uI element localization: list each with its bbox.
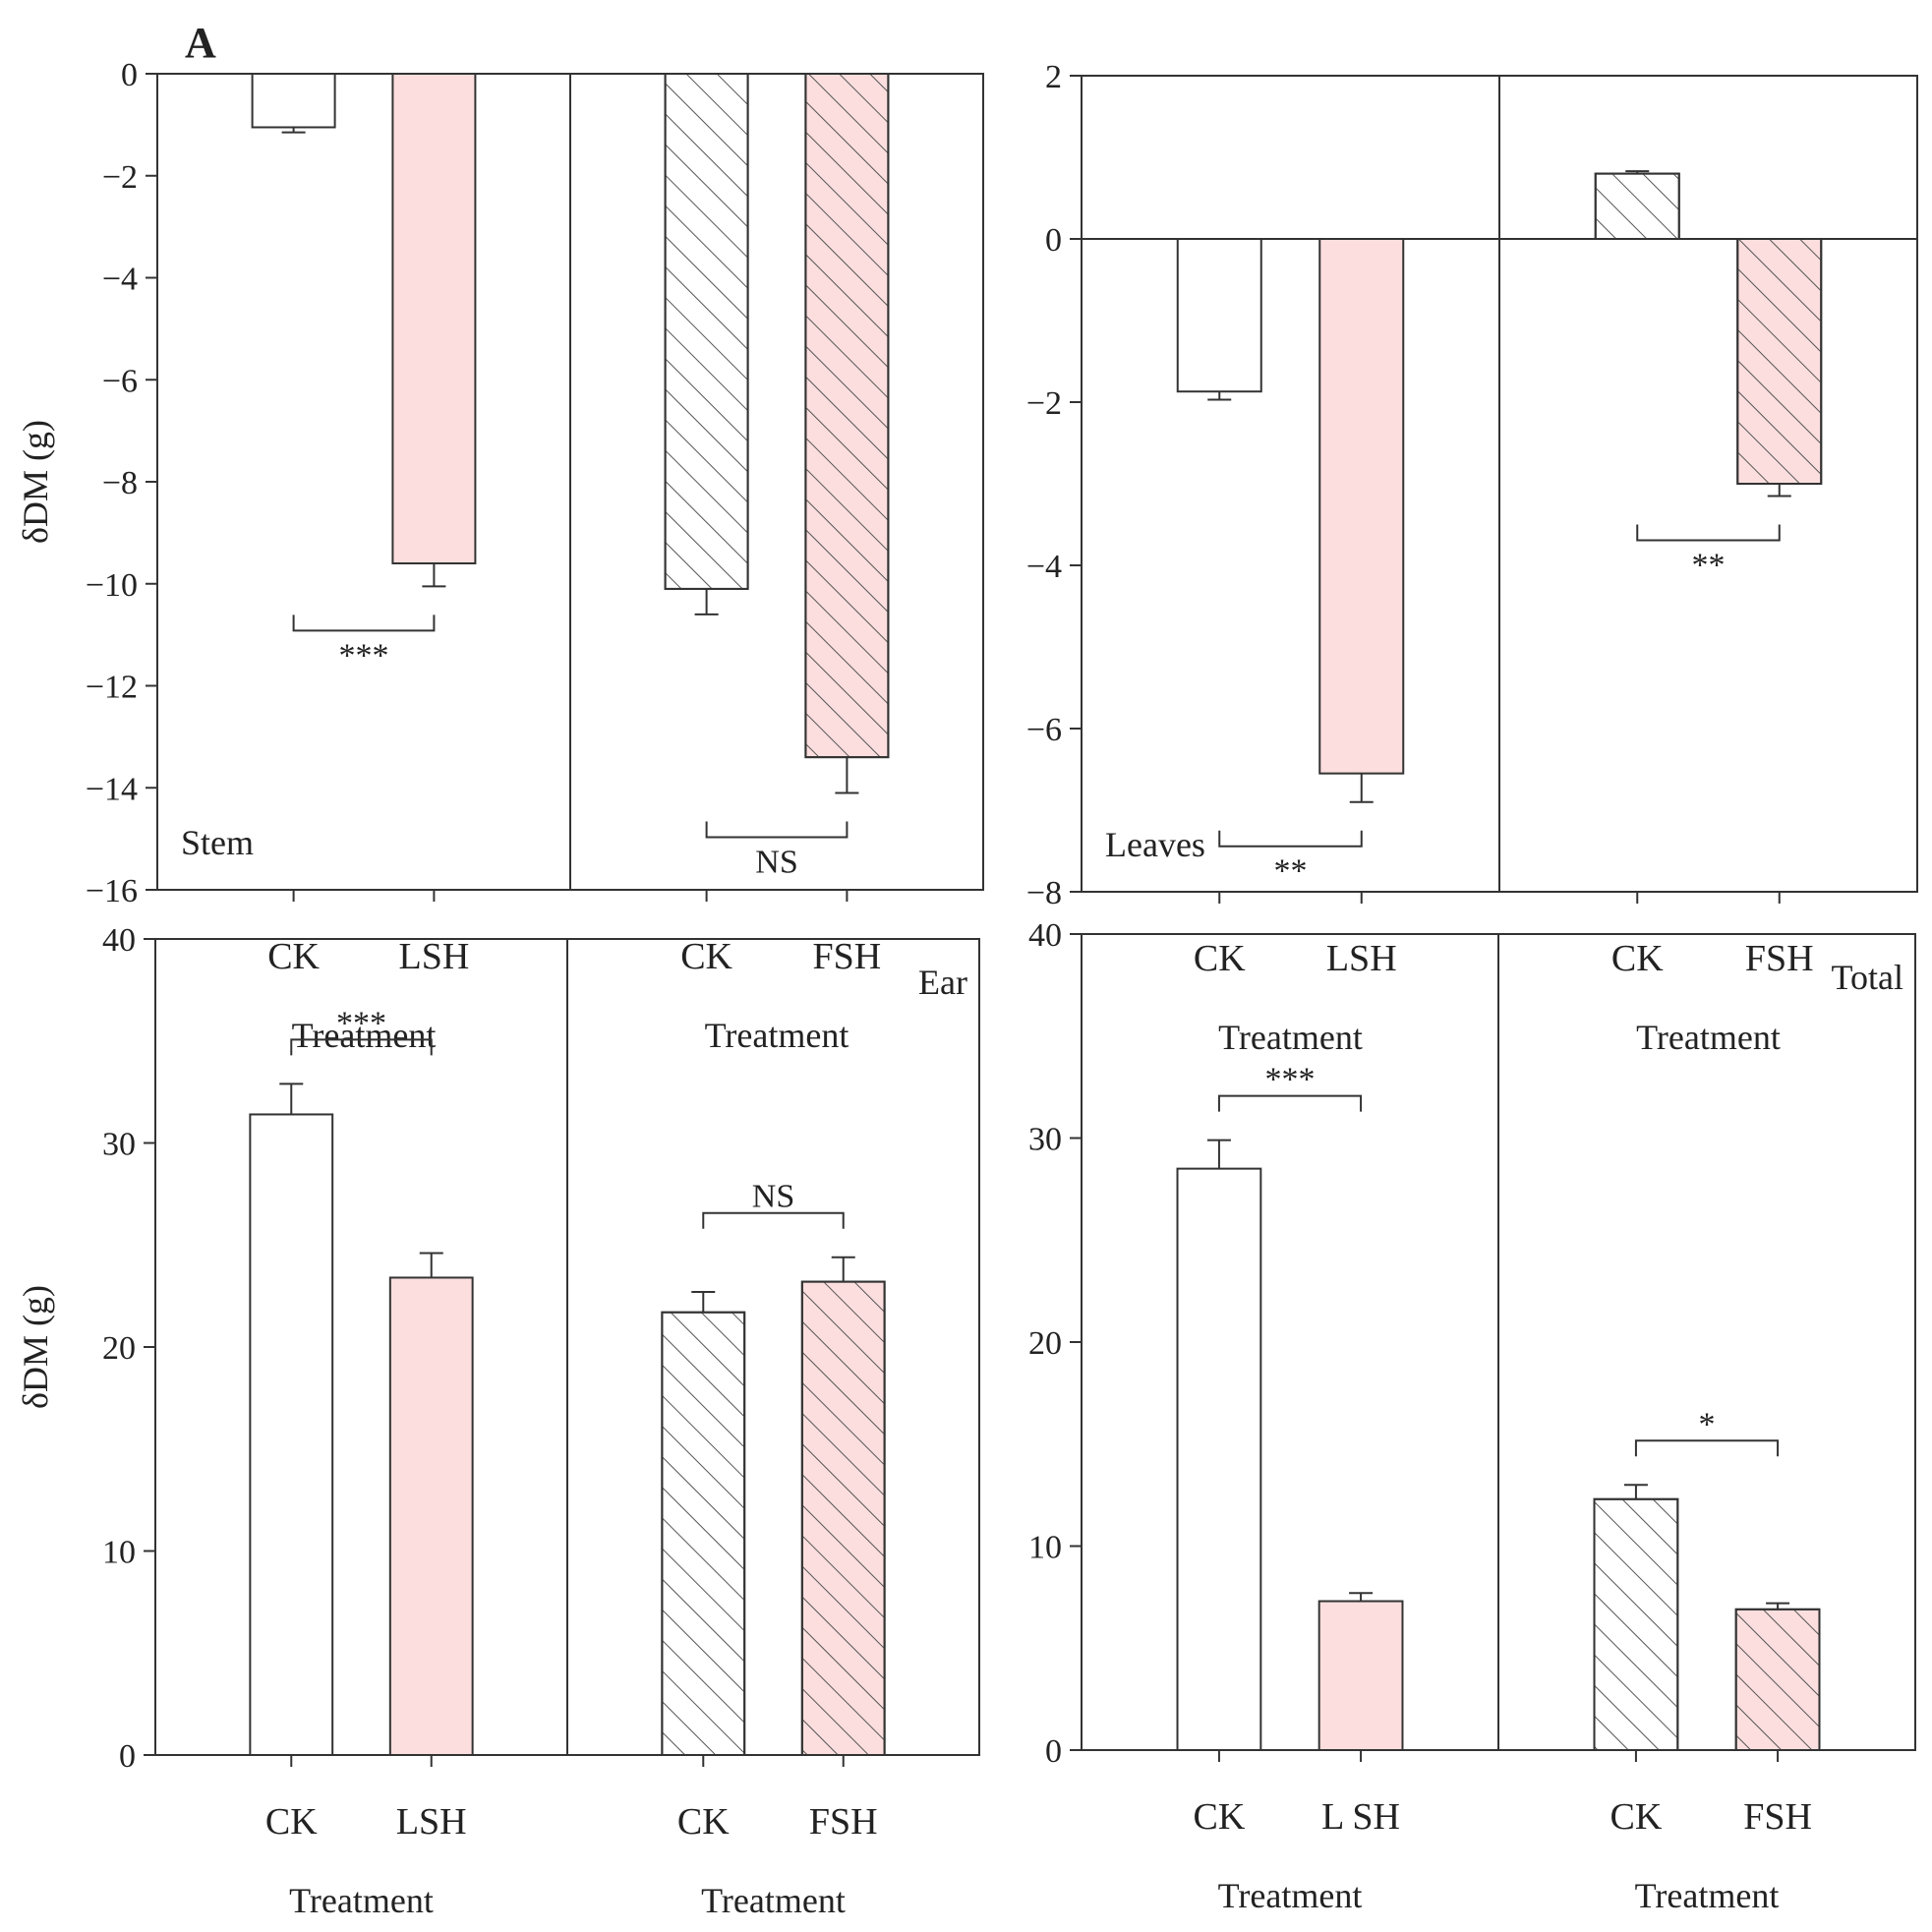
bar-hatch (661, 1311, 746, 1756)
y-tick-label: 20 (1028, 1325, 1062, 1362)
y-tick-label: 0 (119, 1738, 136, 1775)
significance-label: NS (755, 844, 797, 880)
y-axis-title: δDM (g) (16, 420, 55, 544)
panel-label: Leaves (1105, 825, 1205, 864)
x-axis-title: Treatment (701, 1881, 846, 1920)
significance-label: ** (1692, 547, 1726, 583)
category-label: CK (1611, 938, 1664, 979)
y-tick-label: 10 (102, 1535, 136, 1571)
category-label: CK (267, 936, 320, 977)
category-label: CK (677, 1801, 730, 1843)
bar-hatch (1593, 1497, 1679, 1752)
significance-label: * (1699, 1406, 1716, 1442)
significance-bracket (1218, 830, 1363, 848)
panel-label: Stem (181, 823, 254, 862)
significance-label: NS (752, 1179, 794, 1215)
bar-lsh (388, 1276, 474, 1756)
significance-bracket (702, 1211, 845, 1229)
category-label: CK (265, 1801, 318, 1843)
significance-label: *** (1265, 1062, 1316, 1098)
bar-lsh (391, 73, 477, 564)
x-axis-title: Treatment (1218, 1018, 1363, 1057)
category-label: LSH (396, 1801, 467, 1843)
bar-ck (1176, 1167, 1262, 1751)
category-label: FSH (809, 1801, 878, 1843)
category-label: CK (1194, 1796, 1246, 1838)
y-tick-label: 2 (1045, 59, 1062, 95)
significance-bracket (292, 615, 436, 632)
bar-hatch (800, 1280, 886, 1756)
bar-hatch (664, 73, 749, 590)
category-label: CK (1194, 938, 1246, 979)
significance-label: *** (336, 1005, 386, 1041)
significance-bracket (1634, 1439, 1780, 1457)
y-tick-label: 0 (121, 57, 138, 93)
panel-leaves: 2 0 −2 −4 −6 −8 CK LSH ** Treatment CK FSH ** Treatme… (1026, 59, 1918, 1057)
category-label: L SH (1321, 1796, 1400, 1838)
bar-hatch (1734, 1608, 1821, 1751)
y-tick-label: 0 (1045, 1733, 1062, 1770)
y-tick-label: −2 (1026, 385, 1062, 422)
panel-total: 40 30 20 10 0 CK L SH *** Treatment CK FSH * Treatme… (1028, 917, 1916, 1915)
figure-letter: A (185, 19, 216, 67)
y-tick-label: −10 (86, 567, 138, 604)
significance-bracket (705, 821, 849, 839)
y-tick-label: 40 (102, 922, 136, 959)
x-axis-title: Treatment (1218, 1876, 1363, 1915)
panel-label: Ear (918, 963, 967, 1002)
y-tick-label: 0 (1045, 222, 1062, 259)
y-axis-title: δDM (g) (16, 1285, 55, 1409)
x-axis-title: Treatment (705, 1016, 849, 1055)
significance-bracket (1217, 1094, 1363, 1112)
category-label: LSH (399, 936, 470, 977)
x-axis-title: Treatment (1636, 1018, 1781, 1057)
y-tick-label: −12 (86, 670, 138, 706)
category-label: FSH (1745, 938, 1814, 979)
y-tick-label: −8 (1026, 875, 1062, 911)
y-tick-label: 40 (1028, 917, 1062, 954)
y-tick-label: −2 (102, 159, 138, 196)
x-axis-title: Treatment (289, 1881, 434, 1920)
y-tick-label: −16 (86, 873, 138, 909)
panel-label: Total (1832, 958, 1903, 997)
bar-hatch (1594, 172, 1680, 241)
y-tick-label: −8 (102, 465, 138, 501)
significance-bracket (290, 1038, 433, 1056)
category-label: FSH (813, 936, 882, 977)
significance-label: *** (339, 637, 389, 673)
bar-ck (249, 1113, 334, 1756)
bar-hatch (804, 73, 890, 759)
y-tick-label: 30 (102, 1127, 136, 1163)
bar-lsh (1318, 238, 1405, 775)
x-axis-title: Treatment (292, 1016, 437, 1055)
y-tick-label: 30 (1028, 1122, 1062, 1158)
bar-ck (1176, 238, 1262, 393)
y-tick-label: −6 (102, 363, 138, 399)
category-label: FSH (1743, 1796, 1812, 1838)
bar-ck (251, 73, 336, 129)
category-label: LSH (1326, 938, 1397, 979)
category-label: CK (1610, 1796, 1663, 1838)
significance-bracket (1636, 524, 1781, 542)
significance-label: ** (1274, 853, 1308, 890)
y-tick-label: −14 (86, 771, 138, 807)
y-tick-label: −4 (1026, 549, 1062, 585)
bar-lsh (1317, 1600, 1404, 1752)
y-tick-label: −4 (102, 262, 138, 298)
y-tick-label: 20 (102, 1330, 136, 1367)
category-label: CK (680, 936, 732, 977)
y-tick-label: 10 (1028, 1530, 1062, 1566)
x-axis-title: Treatment (1635, 1876, 1780, 1915)
bar-hatch (1736, 238, 1823, 485)
y-tick-label: −6 (1026, 712, 1062, 748)
